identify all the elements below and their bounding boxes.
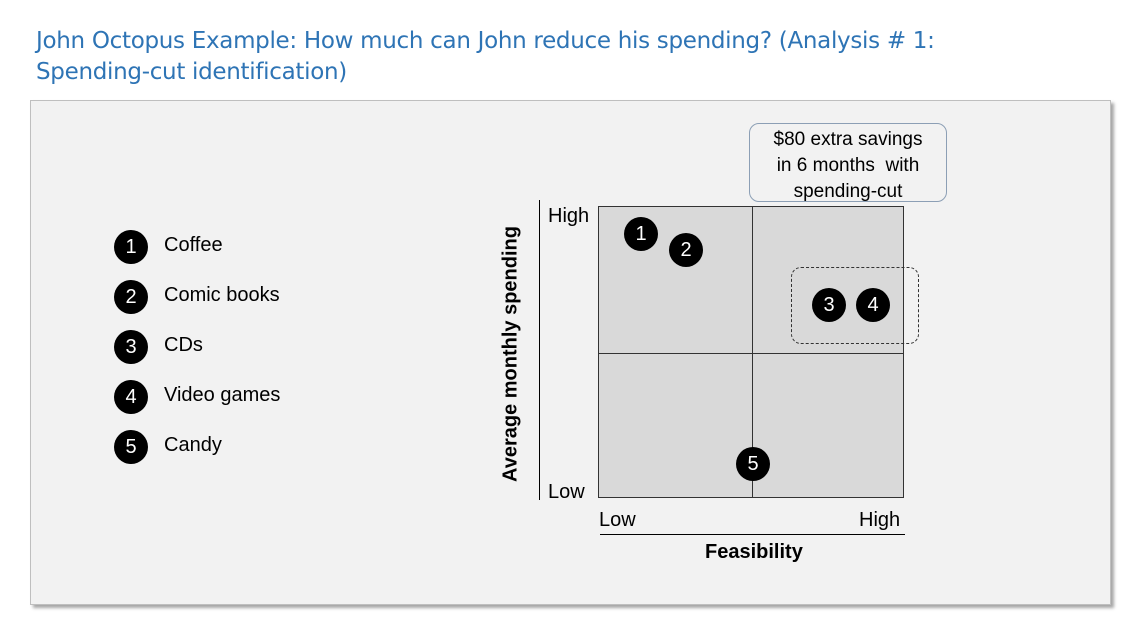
legend-number-4: 4 — [114, 380, 148, 414]
callout-line-3: spending-cut — [793, 181, 903, 202]
x-tick-high: High — [859, 509, 901, 531]
legend-label-cds: CDs — [164, 334, 203, 356]
page-title: John Octopus Example: How much can John … — [36, 26, 1096, 88]
matrix-marker-4: 4 — [856, 288, 890, 322]
legend-label-coffee: Coffee — [164, 234, 223, 256]
y-tick-low: Low — [548, 481, 585, 503]
legend-number-5: 5 — [114, 430, 148, 464]
callout-line-1: $80 extra savings — [773, 129, 923, 150]
matrix-marker-5: 5 — [736, 447, 770, 481]
matrix-marker-3: 3 — [812, 288, 846, 322]
matrix-marker-1: 1 — [624, 217, 658, 251]
y-axis-title: Average monthly spending — [499, 226, 522, 482]
legend-number-2: 2 — [114, 280, 148, 314]
x-tick-low: Low — [599, 509, 636, 531]
legend-label-video-games: Video games — [164, 384, 281, 406]
y-axis-line — [539, 200, 540, 500]
title-line-2: Spending-cut identification) — [36, 59, 347, 85]
legend-label-candy: Candy — [164, 434, 222, 456]
title-line-1: John Octopus Example: How much can John … — [36, 28, 935, 54]
y-tick-high: High — [548, 205, 590, 227]
matrix-horizontal-divider — [598, 353, 904, 354]
legend-number-3: 3 — [114, 330, 148, 364]
highlight-group-box — [791, 267, 919, 344]
legend-number-1: 1 — [114, 230, 148, 264]
x-axis-title: Feasibility — [705, 541, 803, 563]
matrix-marker-2: 2 — [669, 233, 703, 267]
legend-label-comic-books: Comic books — [164, 284, 280, 306]
x-axis-line — [600, 534, 905, 535]
savings-callout: $80 extra savings in 6 months with spend… — [749, 123, 947, 202]
matrix-vertical-divider — [752, 206, 753, 498]
callout-line-2: in 6 months with — [776, 155, 920, 176]
